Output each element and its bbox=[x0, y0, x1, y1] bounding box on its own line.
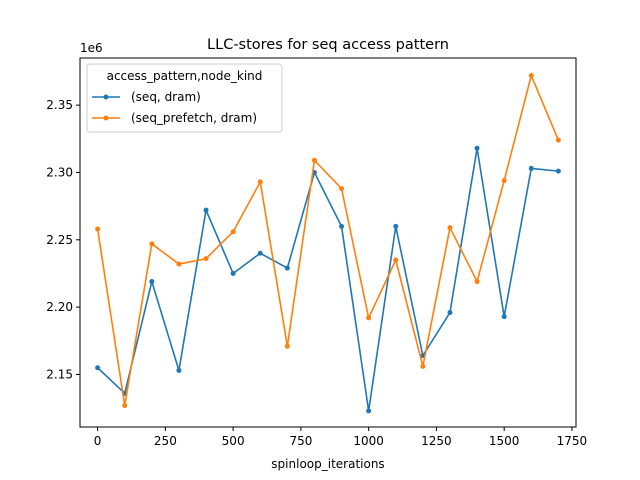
plot-area bbox=[79, 57, 577, 428]
x-tick-label: 1250 bbox=[421, 434, 452, 448]
data-point bbox=[230, 270, 236, 276]
data-point bbox=[447, 225, 453, 231]
legend-marker bbox=[103, 115, 109, 121]
legend-label: (seq_prefetch, dram) bbox=[131, 111, 257, 125]
data-point bbox=[366, 408, 372, 414]
data-point bbox=[528, 165, 534, 171]
data-point bbox=[257, 250, 263, 256]
data-point bbox=[203, 207, 209, 213]
data-point bbox=[447, 310, 453, 316]
data-point bbox=[149, 241, 155, 247]
data-point bbox=[149, 279, 155, 285]
data-point bbox=[555, 168, 561, 174]
series-line bbox=[96, 74, 560, 407]
data-point bbox=[420, 363, 426, 369]
data-point bbox=[122, 402, 128, 408]
y-tick-label: 2.30 bbox=[46, 165, 73, 179]
data-point bbox=[176, 367, 182, 373]
data-point bbox=[366, 315, 372, 321]
y-axis: 2.15 2.20 2.25 2.30 2.35 bbox=[46, 98, 80, 381]
data-point bbox=[203, 256, 209, 262]
x-tick-label: 1750 bbox=[557, 434, 588, 448]
x-tick-label: 1000 bbox=[353, 434, 384, 448]
x-tick-label: 750 bbox=[289, 434, 312, 448]
data-point bbox=[230, 229, 236, 235]
data-point bbox=[474, 279, 480, 285]
data-point bbox=[501, 178, 507, 184]
y-tick-label: 2.35 bbox=[46, 98, 73, 112]
data-point bbox=[501, 314, 507, 320]
legend-title: access_pattern,node_kind bbox=[107, 69, 263, 83]
chart-title: LLC-stores for seq access pattern bbox=[207, 37, 449, 53]
data-point bbox=[555, 137, 561, 143]
legend-label: (seq, dram) bbox=[131, 90, 201, 104]
data-point bbox=[176, 261, 182, 267]
data-point bbox=[393, 257, 399, 263]
data-point bbox=[339, 223, 345, 229]
data-point bbox=[257, 179, 263, 185]
y-tick-label: 2.25 bbox=[46, 233, 73, 247]
data-point bbox=[339, 186, 345, 192]
legend-entries: (seq, dram) (seq_prefetch, dram) bbox=[92, 90, 257, 125]
x-tick-label: 0 bbox=[94, 434, 102, 448]
y-tick-label: 2.20 bbox=[46, 300, 73, 314]
data-point bbox=[393, 223, 399, 229]
series-layer bbox=[95, 73, 561, 414]
legend-box bbox=[86, 63, 283, 133]
data-point bbox=[311, 157, 317, 163]
data-point bbox=[95, 365, 101, 371]
data-point bbox=[528, 73, 534, 79]
data-point bbox=[284, 265, 290, 271]
x-tick-label: 1500 bbox=[489, 434, 520, 448]
y-tick-label: 2.15 bbox=[46, 367, 73, 381]
x-tick-label: 500 bbox=[222, 434, 245, 448]
x-axis-label: spinloop_iterations bbox=[271, 457, 384, 471]
x-tick-label: 250 bbox=[154, 434, 177, 448]
data-point bbox=[95, 226, 101, 232]
data-point bbox=[284, 343, 290, 349]
x-axis: 0 250 500 750 1000 1250 1500 1750 bbox=[94, 427, 587, 448]
legend: access_pattern,node_kind (seq, dram)(seq… bbox=[86, 63, 283, 133]
y-multiplier-label: 1e6 bbox=[80, 41, 103, 55]
data-point bbox=[474, 145, 480, 151]
legend-marker bbox=[103, 94, 109, 100]
series-line bbox=[97, 147, 559, 412]
